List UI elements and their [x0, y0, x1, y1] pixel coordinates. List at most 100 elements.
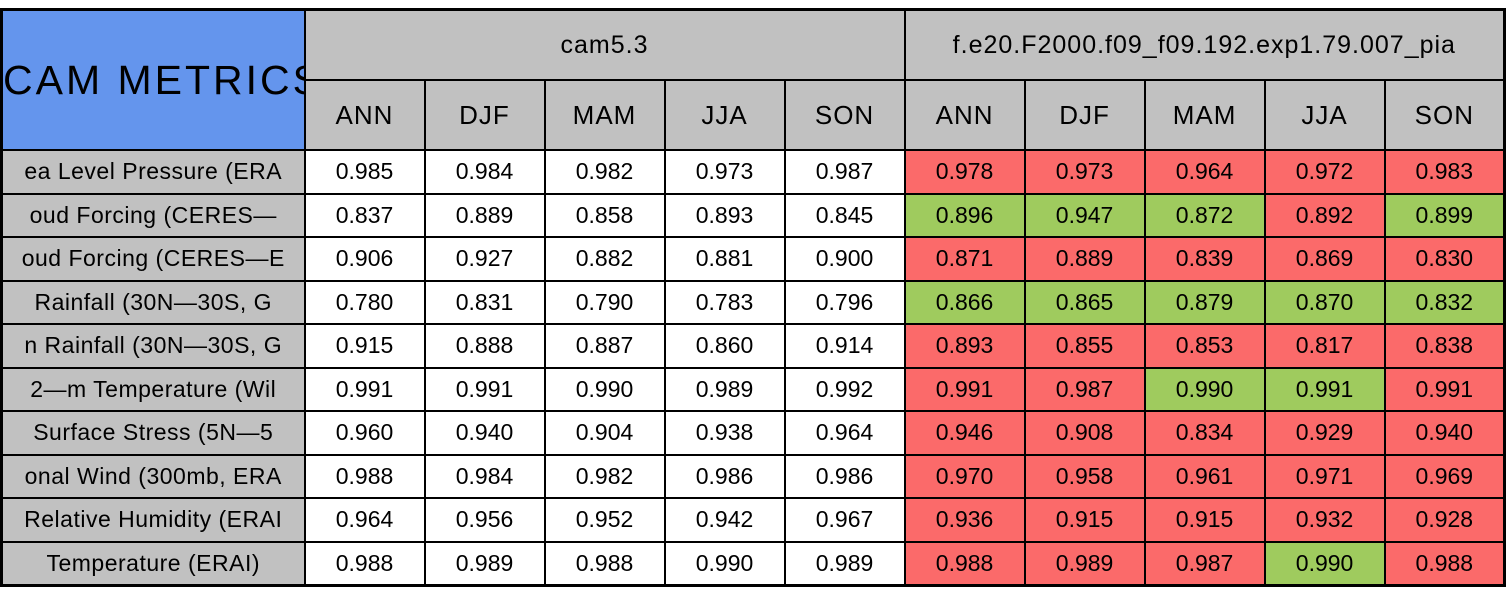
value-cell: 0.984 [423, 453, 546, 499]
exp-value-cell: 0.929 [1263, 410, 1386, 456]
table-row: 2—m Temperature (Wil 0.991 0.991 0.990 0… [0, 366, 1506, 412]
value-cell: 0.991 [303, 366, 426, 412]
value-cell: 0.882 [543, 236, 666, 282]
season-header-son: SON [1383, 79, 1506, 151]
exp-value-cell: 0.839 [1143, 236, 1266, 282]
table-row: oud Forcing (CERES—E 0.906 0.927 0.882 0… [0, 236, 1506, 282]
exp-value-cell: 0.991 [1263, 366, 1386, 412]
value-cell: 0.942 [663, 497, 786, 543]
exp-value-cell: 0.964 [1143, 149, 1266, 195]
value-cell: 0.988 [303, 540, 426, 587]
value-cell: 0.915 [303, 323, 426, 369]
value-cell: 0.973 [663, 149, 786, 195]
table-row: oud Forcing (CERES— 0.837 0.889 0.858 0.… [0, 192, 1506, 238]
value-cell: 0.989 [663, 366, 786, 412]
group-header-cam53: cam5.3 [303, 8, 906, 81]
exp-value-cell: 0.866 [903, 279, 1026, 325]
exp-value-cell: 0.853 [1143, 323, 1266, 369]
value-cell: 0.989 [783, 540, 906, 587]
exp-value-cell: 0.908 [1023, 410, 1146, 456]
value-cell: 0.984 [423, 149, 546, 195]
exp-value-cell: 0.958 [1023, 453, 1146, 499]
value-cell: 0.887 [543, 323, 666, 369]
value-cell: 0.900 [783, 236, 906, 282]
value-cell: 0.790 [543, 279, 666, 325]
exp-value-cell: 0.971 [1263, 453, 1386, 499]
exp-value-cell: 0.936 [903, 497, 1026, 543]
exp-value-cell: 0.990 [1143, 366, 1266, 412]
exp-value-cell: 0.832 [1383, 279, 1506, 325]
exp-value-cell: 0.893 [903, 323, 1026, 369]
table-row: Surface Stress (5N—5 0.960 0.940 0.904 0… [0, 410, 1506, 456]
value-cell: 0.956 [423, 497, 546, 543]
row-label: n Rainfall (30N—30S, G [0, 323, 306, 369]
value-cell: 0.960 [303, 410, 426, 456]
row-label: Relative Humidity (ERAI [0, 497, 306, 543]
value-cell: 0.988 [543, 540, 666, 587]
season-header-son: SON [783, 79, 906, 151]
row-label: oud Forcing (CERES— [0, 192, 306, 238]
row-label: oud Forcing (CERES—E [0, 236, 306, 282]
value-cell: 0.888 [423, 323, 546, 369]
exp-value-cell: 0.989 [1023, 540, 1146, 587]
exp-value-cell: 0.961 [1143, 453, 1266, 499]
row-label: Rainfall (30N—30S, G [0, 279, 306, 325]
exp-value-cell: 0.988 [903, 540, 1026, 587]
exp-value-cell: 0.990 [1263, 540, 1386, 587]
season-header-mam: MAM [1143, 79, 1266, 151]
table-row: Rainfall (30N—30S, G 0.780 0.831 0.790 0… [0, 279, 1506, 325]
exp-value-cell: 0.872 [1143, 192, 1266, 238]
value-cell: 0.927 [423, 236, 546, 282]
value-cell: 0.986 [663, 453, 786, 499]
value-cell: 0.831 [423, 279, 546, 325]
value-cell: 0.982 [543, 149, 666, 195]
value-cell: 0.964 [303, 497, 426, 543]
exp-value-cell: 0.899 [1383, 192, 1506, 238]
value-cell: 0.952 [543, 497, 666, 543]
exp-value-cell: 0.978 [903, 149, 1026, 195]
value-cell: 0.987 [783, 149, 906, 195]
value-cell: 0.914 [783, 323, 906, 369]
group-header-row: CAM METRICS cam5.3 f.e20.F2000.f09_f09.1… [0, 8, 1506, 151]
exp-value-cell: 0.870 [1263, 279, 1386, 325]
row-label: onal Wind (300mb, ERA [0, 453, 306, 499]
exp-value-cell: 0.915 [1143, 497, 1266, 543]
value-cell: 0.967 [783, 497, 906, 543]
value-cell: 0.989 [423, 540, 546, 587]
season-header-djf: DJF [1023, 79, 1146, 151]
table-row: Temperature (ERAI) 0.988 0.989 0.988 0.9… [0, 540, 1506, 587]
season-header-jja: JJA [663, 79, 786, 151]
value-cell: 0.860 [663, 323, 786, 369]
value-cell: 0.990 [543, 366, 666, 412]
exp-value-cell: 0.988 [1383, 540, 1506, 587]
value-cell: 0.940 [423, 410, 546, 456]
value-cell: 0.783 [663, 279, 786, 325]
value-cell: 0.992 [783, 366, 906, 412]
exp-value-cell: 0.970 [903, 453, 1026, 499]
table-row: n Rainfall (30N—30S, G 0.915 0.888 0.887… [0, 323, 1506, 369]
exp-value-cell: 0.991 [1383, 366, 1506, 412]
exp-value-cell: 0.915 [1023, 497, 1146, 543]
value-cell: 0.904 [543, 410, 666, 456]
value-cell: 0.906 [303, 236, 426, 282]
exp-value-cell: 0.871 [903, 236, 1026, 282]
season-header-djf: DJF [423, 79, 546, 151]
value-cell: 0.780 [303, 279, 426, 325]
exp-value-cell: 0.855 [1023, 323, 1146, 369]
value-cell: 0.881 [663, 236, 786, 282]
row-label: Temperature (ERAI) [0, 540, 306, 587]
exp-value-cell: 0.940 [1383, 410, 1506, 456]
season-header-row: ANN DJF MAM JJA SON ANN DJF MAM JJA SON [2, 79, 1506, 151]
value-cell: 0.982 [543, 453, 666, 499]
exp-value-cell: 0.946 [903, 410, 1026, 456]
table-row: onal Wind (300mb, ERA 0.988 0.984 0.982 … [0, 453, 1506, 499]
exp-value-cell: 0.991 [903, 366, 1026, 412]
table-row: Relative Humidity (ERAI 0.964 0.956 0.95… [0, 497, 1506, 543]
exp-value-cell: 0.869 [1263, 236, 1386, 282]
exp-value-cell: 0.947 [1023, 192, 1146, 238]
table-row: ea Level Pressure (ERA 0.985 0.984 0.982… [0, 149, 1506, 195]
value-cell: 0.988 [303, 453, 426, 499]
season-header-jja: JJA [1263, 79, 1386, 151]
value-cell: 0.991 [423, 366, 546, 412]
